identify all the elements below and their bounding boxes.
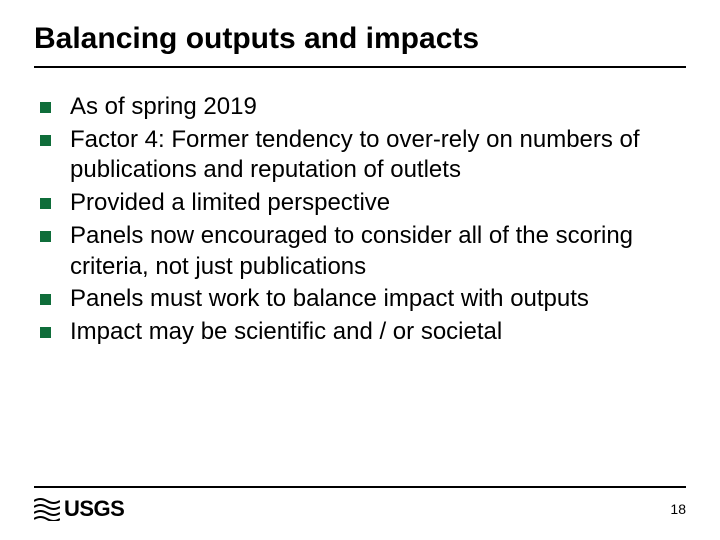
list-item-text: As of spring 2019 bbox=[70, 93, 257, 120]
list-item-text: Provided a limited perspective bbox=[70, 189, 390, 216]
list-item: Panels must work to balance impact with … bbox=[40, 284, 686, 315]
square-bullet-icon bbox=[40, 135, 51, 146]
page-number: 18 bbox=[670, 501, 686, 517]
list-item: Factor 4: Former tendency to over-rely o… bbox=[40, 125, 686, 186]
square-bullet-icon bbox=[40, 198, 51, 209]
list-item: Impact may be scientific and / or societ… bbox=[40, 317, 686, 348]
usgs-wave-icon bbox=[34, 497, 60, 521]
usgs-logo-text: USGS bbox=[64, 496, 124, 522]
slide-container: Balancing outputs and impacts As of spri… bbox=[0, 0, 720, 540]
list-item: Panels now encouraged to consider all of… bbox=[40, 221, 686, 282]
bullet-list: As of spring 2019 Factor 4: Former tende… bbox=[34, 92, 686, 348]
slide-footer: USGS 18 bbox=[34, 486, 686, 522]
list-item: As of spring 2019 bbox=[40, 92, 686, 123]
list-item-text: Panels now encouraged to consider all of… bbox=[70, 222, 633, 280]
footer-row: USGS 18 bbox=[34, 496, 686, 522]
usgs-logo: USGS bbox=[34, 496, 124, 522]
list-item-text: Panels must work to balance impact with … bbox=[70, 285, 589, 312]
square-bullet-icon bbox=[40, 327, 51, 338]
title-underline bbox=[34, 66, 686, 68]
list-item-text: Factor 4: Former tendency to over-rely o… bbox=[70, 126, 640, 184]
square-bullet-icon bbox=[40, 294, 51, 305]
square-bullet-icon bbox=[40, 231, 51, 242]
square-bullet-icon bbox=[40, 102, 51, 113]
footer-rule bbox=[34, 486, 686, 488]
list-item-text: Impact may be scientific and / or societ… bbox=[70, 318, 502, 345]
slide-title: Balancing outputs and impacts bbox=[34, 22, 686, 66]
list-item: Provided a limited perspective bbox=[40, 188, 686, 219]
